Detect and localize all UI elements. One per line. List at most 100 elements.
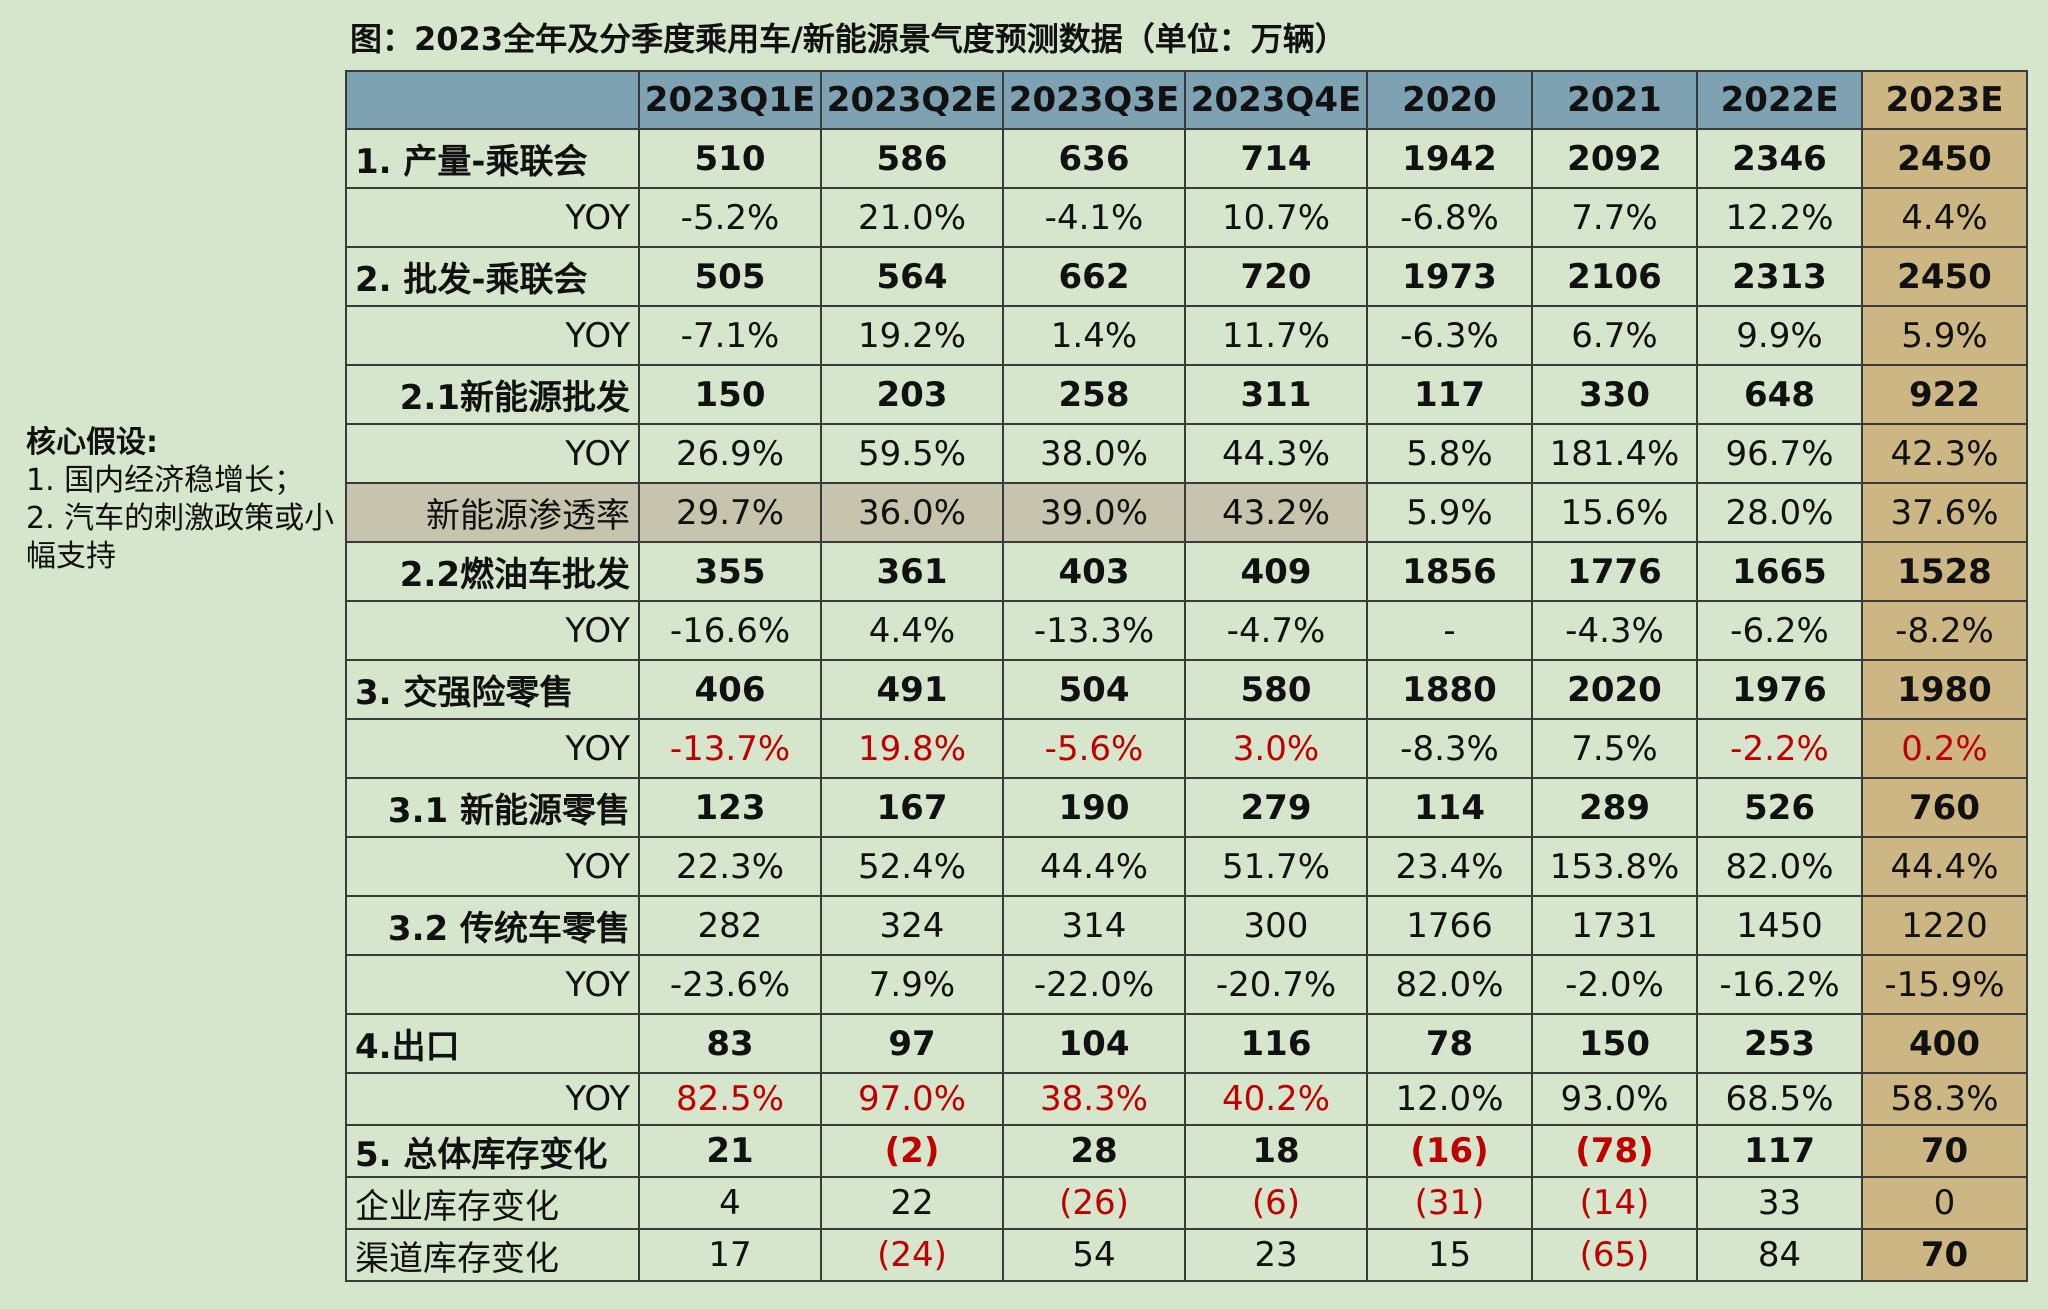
table-cell: -13.7% xyxy=(638,718,822,779)
table-cell: 10.7% xyxy=(1184,187,1368,248)
table-cell: 17 xyxy=(638,1228,822,1282)
column-header: 2023Q3E xyxy=(1002,70,1186,130)
row-label: 3. 交强险零售 xyxy=(345,659,640,720)
table-body: 1. 产量-乘联会 510 586 636 714 1942 2092 2346 2450 YOY… xyxy=(345,128,2028,1282)
table-cell: 12.2% xyxy=(1696,187,1863,248)
table-cell: 2450 xyxy=(1861,128,2028,189)
table-cell: 324 xyxy=(820,895,1004,956)
table-cell: -6.3% xyxy=(1366,305,1533,366)
table-cell: 258 xyxy=(1002,364,1186,425)
table-cell: 403 xyxy=(1002,541,1186,602)
table-cell: 150 xyxy=(638,364,822,425)
table-cell: 22 xyxy=(820,1176,1004,1230)
table-cell: 1973 xyxy=(1366,246,1533,307)
row-label: YOY xyxy=(345,187,640,248)
table-row: YOY -7.1% 19.2% 1.4% 11.7% -6.3% 6.7% 9.9% 5.9% xyxy=(345,305,2028,366)
column-header: 2023Q1E xyxy=(638,70,822,130)
table-cell: 2106 xyxy=(1531,246,1698,307)
table-cell: 23 xyxy=(1184,1228,1368,1282)
table-cell: 153.8% xyxy=(1531,836,1698,897)
table-cell: 253 xyxy=(1696,1013,1863,1074)
table-row: YOY -13.7% 19.8% -5.6% 3.0% -8.3% 7.5% -2.2% 0.2… xyxy=(345,718,2028,779)
table-cell: 19.2% xyxy=(820,305,1004,366)
table-cell: 526 xyxy=(1696,777,1863,838)
table-cell: 361 xyxy=(820,541,1004,602)
row-label: YOY xyxy=(345,718,640,779)
table-cell: 4 xyxy=(638,1176,822,1230)
row-label: 2. 批发-乘联会 xyxy=(345,246,640,307)
table-cell: 2020 xyxy=(1531,659,1698,720)
table-cell: -20.7% xyxy=(1184,954,1368,1015)
table-cell: 123 xyxy=(638,777,822,838)
table-cell: 59.5% xyxy=(820,423,1004,484)
table-cell: 300 xyxy=(1184,895,1368,956)
row-label: 企业库存变化 xyxy=(345,1176,640,1230)
table-cell: - xyxy=(1366,600,1533,661)
table-cell: 1942 xyxy=(1366,128,1533,189)
table-row: 渠道库存变化 17 (24) 54 23 15 (65) 84 70 xyxy=(345,1228,2028,1282)
table-cell: 68.5% xyxy=(1696,1072,1863,1126)
table-cell: 760 xyxy=(1861,777,2028,838)
row-label: YOY xyxy=(345,423,640,484)
row-label: 新能源渗透率 xyxy=(345,482,640,543)
table-row: 企业库存变化 4 22 (26) (6) (31) (14) 33 0 xyxy=(345,1176,2028,1230)
table-cell: 648 xyxy=(1696,364,1863,425)
assumption-line-1: 1. 国内经济稳增长； xyxy=(26,463,305,498)
table-cell: 167 xyxy=(820,777,1004,838)
table-cell: 564 xyxy=(820,246,1004,307)
column-header: 2023E xyxy=(1861,70,2028,130)
table-cell: 504 xyxy=(1002,659,1186,720)
table-cell: 6.7% xyxy=(1531,305,1698,366)
table-cell: 190 xyxy=(1002,777,1186,838)
table-cell: 33 xyxy=(1696,1176,1863,1230)
table-cell: 52.4% xyxy=(820,836,1004,897)
table-cell: 2346 xyxy=(1696,128,1863,189)
table-cell: 28.0% xyxy=(1696,482,1863,543)
table-cell: 44.4% xyxy=(1861,836,2028,897)
column-header: 2022E xyxy=(1696,70,1863,130)
table-cell: 29.7% xyxy=(638,482,822,543)
table-cell: 44.4% xyxy=(1002,836,1186,897)
table-cell: 311 xyxy=(1184,364,1368,425)
table-cell: 97.0% xyxy=(820,1072,1004,1126)
table-cell: 5.9% xyxy=(1366,482,1533,543)
table-cell: 282 xyxy=(638,895,822,956)
table-cell: -6.8% xyxy=(1366,187,1533,248)
assumptions-heading: 核心假设: xyxy=(26,425,158,460)
table-cell: 1731 xyxy=(1531,895,1698,956)
table-cell: 2092 xyxy=(1531,128,1698,189)
table-cell: 0 xyxy=(1861,1176,2028,1230)
table-cell: 409 xyxy=(1184,541,1368,602)
table-cell: 96.7% xyxy=(1696,423,1863,484)
table-cell: -5.6% xyxy=(1002,718,1186,779)
table-row: 2. 批发-乘联会 505 564 662 720 1973 2106 2313 2450 xyxy=(345,246,2028,307)
table-cell: 1450 xyxy=(1696,895,1863,956)
row-label: YOY xyxy=(345,600,640,661)
table-cell: 2313 xyxy=(1696,246,1863,307)
table-cell: 400 xyxy=(1861,1013,2028,1074)
assumption-line-2: 2. 汽车的刺激政策或小幅支持 xyxy=(26,501,335,574)
row-label: YOY xyxy=(345,836,640,897)
table-cell: 3.0% xyxy=(1184,718,1368,779)
table-cell: 38.3% xyxy=(1002,1072,1186,1126)
table-cell: -2.2% xyxy=(1696,718,1863,779)
table-cell: 70 xyxy=(1861,1124,2028,1178)
table-cell: -22.0% xyxy=(1002,954,1186,1015)
row-label: YOY xyxy=(345,1072,640,1126)
table-cell: 93.0% xyxy=(1531,1072,1698,1126)
table-cell: 1220 xyxy=(1861,895,2028,956)
table-cell: 662 xyxy=(1002,246,1186,307)
table-cell: -4.1% xyxy=(1002,187,1186,248)
table-cell: 82.5% xyxy=(638,1072,822,1126)
table-cell: 40.2% xyxy=(1184,1072,1368,1126)
column-header: 2023Q2E xyxy=(820,70,1004,130)
table-cell: 116 xyxy=(1184,1013,1368,1074)
table-cell: -15.9% xyxy=(1861,954,2028,1015)
table-cell: (65) xyxy=(1531,1228,1698,1282)
table-row: 2.1新能源批发 150 203 258 311 117 330 648 922 xyxy=(345,364,2028,425)
table-cell: 28 xyxy=(1002,1124,1186,1178)
table-cell: -16.2% xyxy=(1696,954,1863,1015)
page-title: 图：2023全年及分季度乘用车/新能源景气度预测数据（单位：万辆） xyxy=(350,20,1347,58)
table-cell: 23.4% xyxy=(1366,836,1533,897)
table-row: 4.出口 83 97 104 116 78 150 253 400 xyxy=(345,1013,2028,1074)
